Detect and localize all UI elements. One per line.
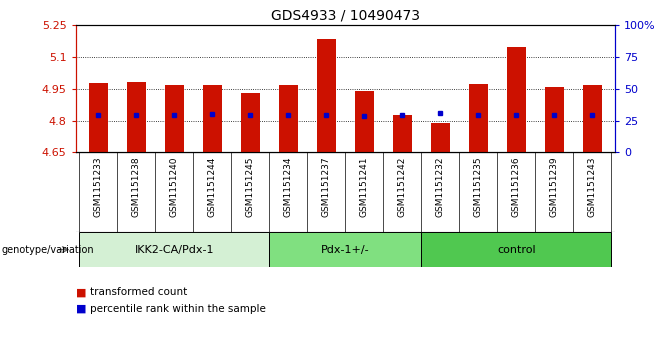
Bar (127, 82, 146, 152)
Bar (545, 87, 564, 152)
Bar (355, 91, 374, 152)
Text: IKK2-CA/Pdx-1: IKK2-CA/Pdx-1 (135, 245, 215, 254)
Text: GSM1151235: GSM1151235 (474, 156, 483, 217)
Bar (279, 85, 298, 152)
Text: GSM1151244: GSM1151244 (208, 156, 217, 217)
Bar (431, 123, 450, 152)
Text: GSM1151245: GSM1151245 (246, 156, 255, 217)
Bar (80, 232, 270, 267)
Bar (241, 93, 260, 152)
Text: genotype/variation: genotype/variation (1, 245, 94, 254)
Bar (203, 85, 222, 152)
Text: GSM1151237: GSM1151237 (322, 156, 331, 217)
Text: ■: ■ (76, 287, 86, 297)
Text: GSM1151240: GSM1151240 (170, 156, 179, 217)
Bar (507, 47, 526, 152)
Text: percentile rank within the sample: percentile rank within the sample (90, 303, 266, 314)
Text: GSM1151241: GSM1151241 (360, 156, 369, 217)
Text: control: control (497, 245, 536, 254)
Title: GDS4933 / 10490473: GDS4933 / 10490473 (271, 9, 420, 23)
Bar (393, 115, 412, 152)
Text: transformed count: transformed count (90, 287, 188, 297)
Text: Pdx-1+/-: Pdx-1+/- (321, 245, 370, 254)
Bar (165, 85, 184, 152)
Text: GSM1151242: GSM1151242 (398, 156, 407, 217)
Bar (421, 232, 611, 267)
Bar (583, 85, 602, 152)
Bar (317, 39, 336, 152)
Bar (89, 82, 108, 152)
Text: GSM1151239: GSM1151239 (550, 156, 559, 217)
Text: GSM1151232: GSM1151232 (436, 156, 445, 217)
Text: GSM1151233: GSM1151233 (94, 156, 103, 217)
Text: GSM1151243: GSM1151243 (588, 156, 597, 217)
Bar (270, 232, 421, 267)
Bar (469, 83, 488, 152)
Text: GSM1151236: GSM1151236 (512, 156, 521, 217)
Text: ■: ■ (76, 303, 86, 314)
Text: GSM1151238: GSM1151238 (132, 156, 141, 217)
Text: GSM1151234: GSM1151234 (284, 156, 293, 217)
